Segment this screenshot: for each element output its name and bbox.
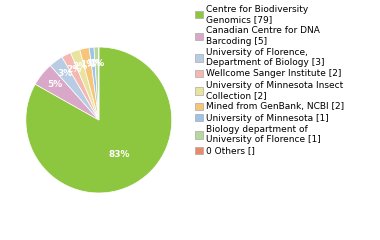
Wedge shape bbox=[94, 47, 99, 120]
Wedge shape bbox=[80, 48, 99, 120]
Wedge shape bbox=[89, 47, 99, 120]
Text: 1%: 1% bbox=[89, 59, 105, 68]
Text: 1%: 1% bbox=[80, 60, 95, 69]
Text: 83%: 83% bbox=[108, 150, 130, 159]
Wedge shape bbox=[71, 50, 99, 120]
Text: 1%: 1% bbox=[86, 59, 101, 68]
Text: 3%: 3% bbox=[58, 69, 73, 78]
Legend: Centre for Biodiversity
Genomics [79], Canadian Centre for DNA
Barcoding [5], Un: Centre for Biodiversity Genomics [79], C… bbox=[195, 5, 344, 156]
Text: 2%: 2% bbox=[73, 62, 88, 71]
Wedge shape bbox=[35, 66, 99, 120]
Wedge shape bbox=[62, 53, 99, 120]
Wedge shape bbox=[26, 47, 172, 193]
Text: 5%: 5% bbox=[47, 80, 62, 89]
Wedge shape bbox=[50, 57, 99, 120]
Text: 2%: 2% bbox=[66, 65, 81, 74]
